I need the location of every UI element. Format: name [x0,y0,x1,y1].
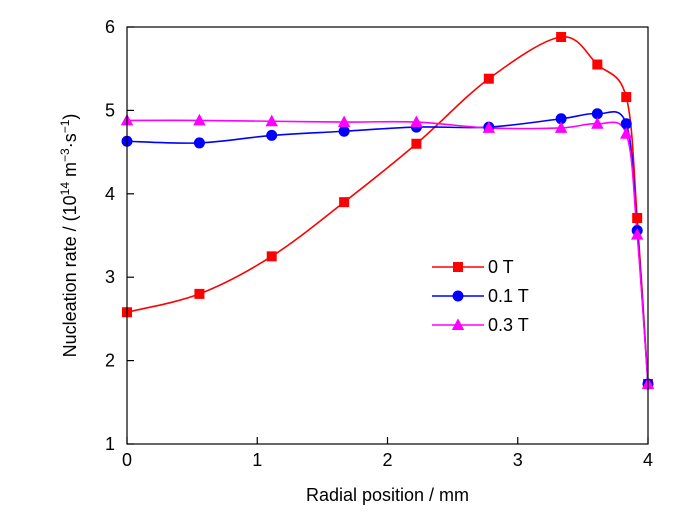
data-point-0_1-t [193,137,205,149]
data-point-0_3-t [630,228,644,240]
legend: 0 T 0.1 T 0.3 T [432,257,529,335]
y-tick-label: 1 [105,434,115,454]
x-tick-label: 3 [513,450,523,470]
data-point-0-t [339,197,350,208]
y-axis-title: Nucleation rate / (1014 m−3·s−1) [58,114,80,358]
legend-marker-0-t [453,262,463,272]
data-point-0-t [632,212,643,223]
data-point-0_3-t [554,121,568,133]
legend-label-0-t: 0 T [488,257,514,277]
series-line-0_1-t [126,110,649,385]
y-axis-title-mid2: ·s [60,133,80,148]
y-tick-label: 4 [105,184,115,204]
data-point-0-t [266,251,277,262]
series-line-0_3-t [126,119,649,385]
y-axis-title-suffix: ) [60,114,80,120]
series-curves [126,36,649,385]
x-axis-title: Radial position / mm [306,485,469,505]
x-tick-label: 1 [252,450,262,470]
legend-label-0_1-t: 0.1 T [488,286,529,306]
data-point-0-t [483,73,494,84]
data-point-0-t [592,59,603,70]
data-point-0_3-t [620,127,633,139]
x-tick-label: 4 [643,450,653,470]
x-tick-label: 2 [382,450,392,470]
data-point-0_1-t [338,125,350,137]
data-point-0_3-t [482,121,496,133]
y-axis-title-exp1: 14 [58,182,72,196]
data-point-0-t [556,32,567,43]
data-point-0_3-t [265,114,278,127]
y-axis-title-exp2: −3 [58,148,72,162]
data-point-0-t [621,92,632,103]
plot-frame [126,26,649,445]
data-point-0_1-t [620,118,632,130]
data-point-0-t [411,138,422,149]
axis-ticks [126,26,649,445]
data-point-0_1-t [555,113,567,125]
data-point-0_3-t [591,117,604,129]
y-tick-label: 2 [105,351,115,371]
y-tick-label: 6 [105,17,115,37]
data-point-0_1-t [591,108,603,120]
x-tick-label: 0 [122,450,132,470]
svg-text:Nucleation rate / (1014 m−3·s−: Nucleation rate / (1014 m−3·s−1) [58,114,80,358]
y-axis-title-mid1: m [60,162,80,182]
data-point-0-t [194,288,205,299]
y-tick-label: 3 [105,267,115,287]
legend-marker-0_1-t [452,290,464,302]
y-tick-label: 5 [105,100,115,120]
data-point-0_1-t [266,129,278,141]
series-markers [120,32,655,390]
y-axis-title-prefix: Nucleation rate / (10 [60,195,80,357]
legend-label-0_3-t: 0.3 T [488,315,529,335]
legend-marker-0_3-t [451,318,465,330]
data-point-0_3-t [410,115,423,128]
data-point-0_3-t [337,115,351,128]
y-axis-title-exp3: −1 [58,119,72,133]
series-line-0-t [126,36,649,385]
data-point-0_3-t [193,113,206,126]
